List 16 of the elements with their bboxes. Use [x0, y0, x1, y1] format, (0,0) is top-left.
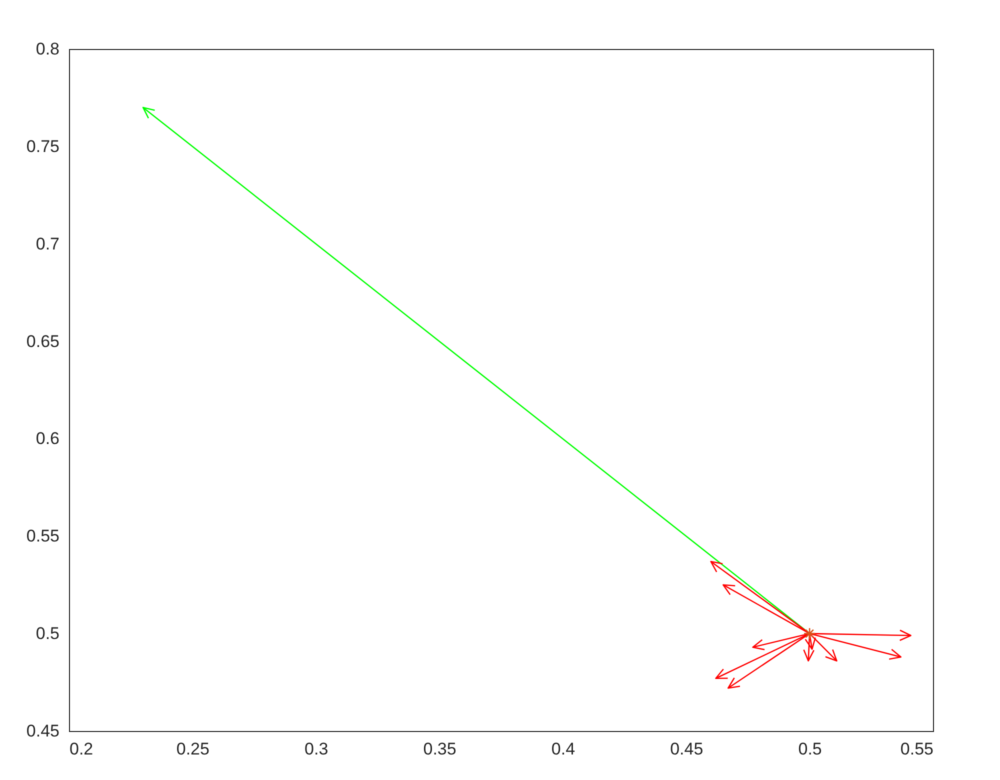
x-tick-label: 0.3 — [304, 740, 328, 758]
y-tick-label: 0.5 — [36, 624, 60, 644]
x-tick-label: 0.55 — [900, 740, 934, 758]
y-tick-label: 0.65 — [26, 332, 60, 351]
y-tick-label: 0.8 — [36, 40, 60, 58]
x-tick-label: 0.4 — [551, 740, 576, 758]
y-tick-label: 0.55 — [26, 526, 60, 546]
y-tick-label: 0.6 — [36, 429, 60, 448]
x-tick-label: 0.35 — [423, 740, 456, 758]
x-tick-label: 0.45 — [670, 740, 704, 758]
y-tick-label: 0.75 — [26, 136, 60, 156]
x-tick-label: 0.25 — [176, 740, 210, 758]
x-tick-label: 0.2 — [70, 740, 94, 758]
y-tick-label: 0.7 — [36, 234, 60, 254]
x-tick-label: 0.5 — [798, 740, 822, 758]
y-tick-label: 0.45 — [26, 722, 60, 740]
